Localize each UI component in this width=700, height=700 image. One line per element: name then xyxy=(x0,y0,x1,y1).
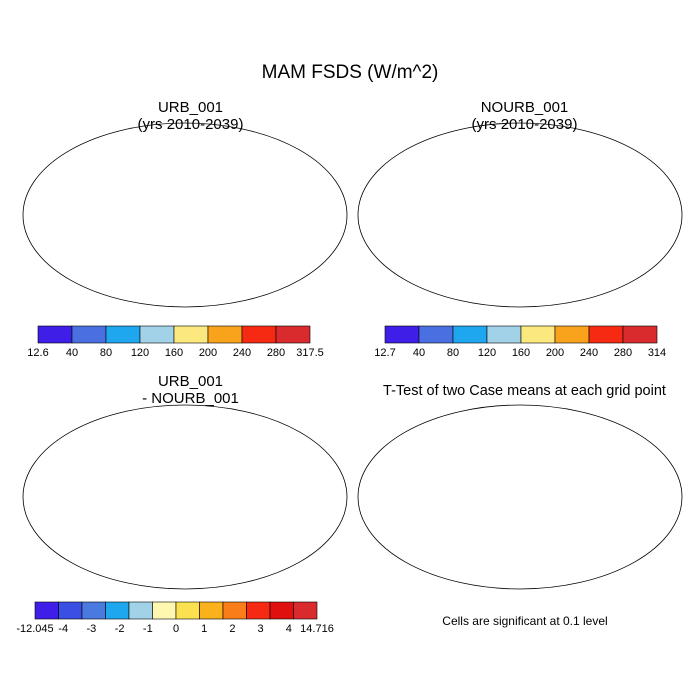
colorbar-3-swatch xyxy=(222,601,247,620)
colorbar-3-swatch xyxy=(199,601,224,620)
colorbar-1-swatch xyxy=(37,325,73,344)
colorbar-2-tick-label: 200 xyxy=(545,347,565,359)
panel-2-title-line1: NOURB_001 xyxy=(480,99,569,116)
colorbar-2-swatch xyxy=(452,325,488,344)
colorbar-1-swatch xyxy=(105,325,141,344)
panel-1-title-line1: URB_001 xyxy=(157,99,224,116)
colorbar-3-tick-label: 3 xyxy=(257,623,264,635)
colorbar-1-swatch xyxy=(71,325,107,344)
colorbar-3-swatch xyxy=(152,601,177,620)
colorbar-3-swatch xyxy=(128,601,153,620)
colorbar-2-swatch xyxy=(520,325,556,344)
colorbar-3-swatch xyxy=(246,601,271,620)
colorbar-2-swatch xyxy=(554,325,590,344)
colorbar-3-swatch xyxy=(175,601,200,620)
colorbar-1-tick-label: 240 xyxy=(232,347,252,359)
panel-1-title: URB_001 (yrs 2010-2039) xyxy=(18,99,363,133)
colorbar-3-tick-label: 2 xyxy=(229,623,236,635)
colorbar-3-swatch xyxy=(293,601,318,620)
colorbar-2-swatch xyxy=(622,325,658,344)
map-panel-3 xyxy=(22,404,348,590)
difference-pattern xyxy=(50,421,337,573)
colorbar-3-tick-label: 0 xyxy=(172,623,180,635)
map-panel-2 xyxy=(357,122,683,308)
colorbar-1-swatch xyxy=(275,325,311,344)
colorbar-1-tick-label: 317.5 xyxy=(296,347,324,359)
colorbar-2-tick-label: 120 xyxy=(477,347,497,359)
colorbar-2-swatch xyxy=(418,325,454,344)
colorbar-2-swatch xyxy=(384,325,420,344)
colorbar-3-swatch xyxy=(81,601,106,620)
colorbar-1-tick-label: 200 xyxy=(198,347,218,359)
colorbar-3-swatch xyxy=(105,601,130,620)
colorbar-3-tick-label: 4 xyxy=(285,623,292,635)
colorbar-3-tick-label: -1 xyxy=(142,623,153,635)
colorbar-1-tick-label: 12.6 xyxy=(27,347,49,359)
colorbar-1-tick-label: 160 xyxy=(164,347,184,359)
colorbar-3-swatch xyxy=(34,601,59,620)
colorbar-3-tick-label: -2 xyxy=(114,623,125,635)
colorbar-1-swatch xyxy=(241,325,277,344)
colorbar-1-tick-label: 120 xyxy=(130,347,150,359)
colorbar-2-swatch xyxy=(486,325,522,344)
colorbar-3 xyxy=(34,601,318,620)
colorbar-3-swatch xyxy=(269,601,294,620)
colorbar-3-tick-label: 1 xyxy=(201,623,208,635)
colorbar-1-swatch xyxy=(173,325,209,344)
panel-3-title-line1: URB_001 xyxy=(157,373,224,390)
map-panel-1 xyxy=(22,122,348,308)
panel-1-title-line2: (yrs 2010-2039) xyxy=(137,116,244,133)
colorbar-2-swatch xyxy=(588,325,624,344)
colorbar-3-swatch xyxy=(58,601,83,620)
colorbar-2-tick-label: 280 xyxy=(613,347,633,359)
colorbar-3-tick-label: 14.716 xyxy=(300,623,334,635)
colorbar-3-tick-label: -3 xyxy=(86,623,97,635)
colorbar-3-tick-label: -12.045 xyxy=(16,623,54,635)
colorbar-1-swatch xyxy=(139,325,175,344)
panel-2-title: NOURB_001 (yrs 2010-2039) xyxy=(352,99,697,133)
colorbar-1-tick-label: 280 xyxy=(266,347,286,359)
colorbar-2-tick-label: 160 xyxy=(511,347,531,359)
colorbar-1-tick-label: 40 xyxy=(65,347,79,359)
colorbar-2-tick-label: 80 xyxy=(446,347,460,359)
colorbar-3-tick-label: -4 xyxy=(58,623,69,635)
colorbar-2-tick-label: 314 xyxy=(647,347,667,359)
panel-3-title: URB_001 - NOURB_001 xyxy=(18,373,363,407)
colorbar-2-tick-label: 240 xyxy=(579,347,599,359)
figure-title: MAM FSDS (W/m^2) xyxy=(261,62,439,83)
panel-2-title-line2: (yrs 2010-2039) xyxy=(471,116,578,133)
colorbar-2-tick-label: 40 xyxy=(412,347,426,359)
significance-cells xyxy=(410,429,666,582)
panel-4-title-line1: T-Test of two Case means at each grid po… xyxy=(383,383,666,399)
ttest-note: Cells are significant at 0.1 level xyxy=(442,614,608,628)
colorbar-1 xyxy=(37,325,311,344)
colorbar-1-tick-label: 80 xyxy=(99,347,113,359)
panel-4-title: T-Test of two Case means at each grid po… xyxy=(352,383,697,400)
colorbar-2 xyxy=(384,325,658,344)
colorbar-2-tick-label: 12.7 xyxy=(374,347,396,359)
map-panel-4 xyxy=(357,404,683,590)
panel-3-title-line2: - NOURB_001 xyxy=(142,390,239,407)
colorbar-1-swatch xyxy=(207,325,243,344)
